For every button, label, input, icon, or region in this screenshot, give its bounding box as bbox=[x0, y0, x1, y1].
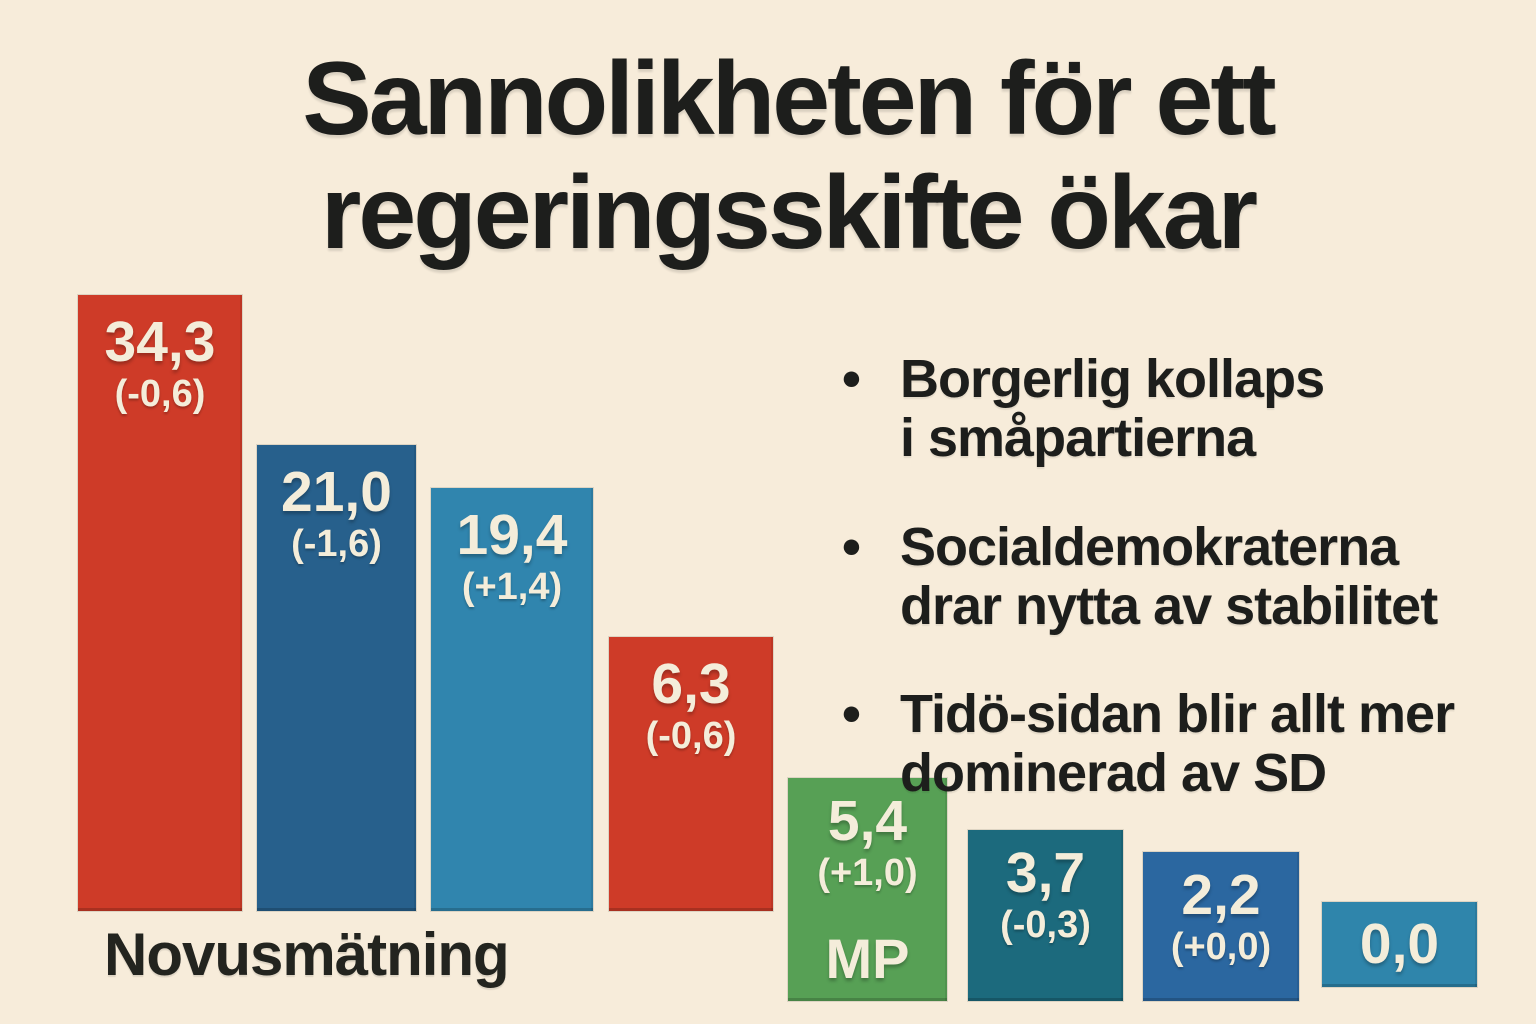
bullet-icon: • bbox=[842, 516, 861, 577]
bar-change: (-1,6) bbox=[291, 522, 382, 565]
chart-title-line2: regeringsskifte ökar bbox=[320, 155, 1258, 272]
bar-value: 34,3 bbox=[104, 310, 216, 374]
bullet-text: Tidö-sidan blir allt mer dominerad av SD bbox=[900, 684, 1455, 804]
bullet-icon: • bbox=[842, 684, 861, 745]
bar-m-block: 34,3 (-0,6) bbox=[77, 294, 243, 912]
list-item: • Borgerlig kollaps i småpartierna bbox=[842, 350, 1522, 468]
bar-party-label: MP bbox=[825, 927, 910, 990]
bar-third: 19,4 (+1,4) bbox=[430, 487, 594, 912]
bullet-line: i småpartierna bbox=[900, 407, 1256, 468]
chart-title-line1: Sannolikheten för ett bbox=[302, 41, 1276, 157]
bar-value: 21,0 bbox=[281, 460, 392, 524]
bar-change: (-0,6) bbox=[114, 372, 206, 415]
bar-second: 21,0 (-1,6) bbox=[256, 444, 417, 912]
key-points-list: • Borgerlig kollaps i småpartierna • Soc… bbox=[842, 350, 1522, 853]
bar-change: (+1,0) bbox=[817, 851, 918, 894]
bar-mp: 5,4 (+1,0) MP bbox=[787, 777, 948, 1002]
source-label: Novusmätning bbox=[104, 921, 510, 988]
bar-value: 6,3 bbox=[651, 652, 731, 716]
bullet-line: Borgerlig kollaps bbox=[900, 349, 1325, 409]
bar-value: 2,2 bbox=[1181, 863, 1261, 927]
bar-value: 0,0 bbox=[1359, 911, 1440, 976]
bar-value: 19,4 bbox=[456, 503, 568, 567]
bullet-line: Tidö-sidan blir allt mer bbox=[900, 684, 1455, 745]
bar-value: 5,4 bbox=[827, 789, 908, 853]
list-item: • Tidö-sidan blir allt mer dominerad av … bbox=[842, 685, 1522, 803]
bullet-text: Socialdemokraterna drar nytta av stabili… bbox=[900, 516, 1438, 636]
bullet-icon: • bbox=[842, 349, 861, 409]
bar-change: (-0,6) bbox=[645, 714, 737, 757]
bullet-text: Borgerlig kollaps i småpartierna bbox=[900, 349, 1325, 468]
bar-value: 3,7 bbox=[1005, 841, 1086, 905]
bar-sixth: 3,7 (-0,3) bbox=[967, 829, 1124, 1002]
list-item: • Socialdemokraterna drar nytta av stabi… bbox=[842, 516, 1522, 636]
bar-fourth: 6,3 (-0,6) bbox=[608, 636, 774, 912]
chart-title: Sannolikheten för ett regeringsskifte ök… bbox=[40, 42, 1536, 271]
bar-change: (-0,3) bbox=[1000, 903, 1091, 946]
bar-seventh: 2,2 (+0,0) bbox=[1142, 851, 1300, 1002]
bullet-line: Socialdemokraterna bbox=[900, 516, 1399, 577]
bar-change: (+1,4) bbox=[461, 565, 563, 608]
bullet-line: drar nytta av stabilitet bbox=[900, 575, 1438, 636]
bar-change: (+0,0) bbox=[1170, 925, 1272, 968]
bar-zero: 0,0 bbox=[1321, 901, 1478, 988]
bullet-line: dominerad av SD bbox=[900, 743, 1327, 804]
